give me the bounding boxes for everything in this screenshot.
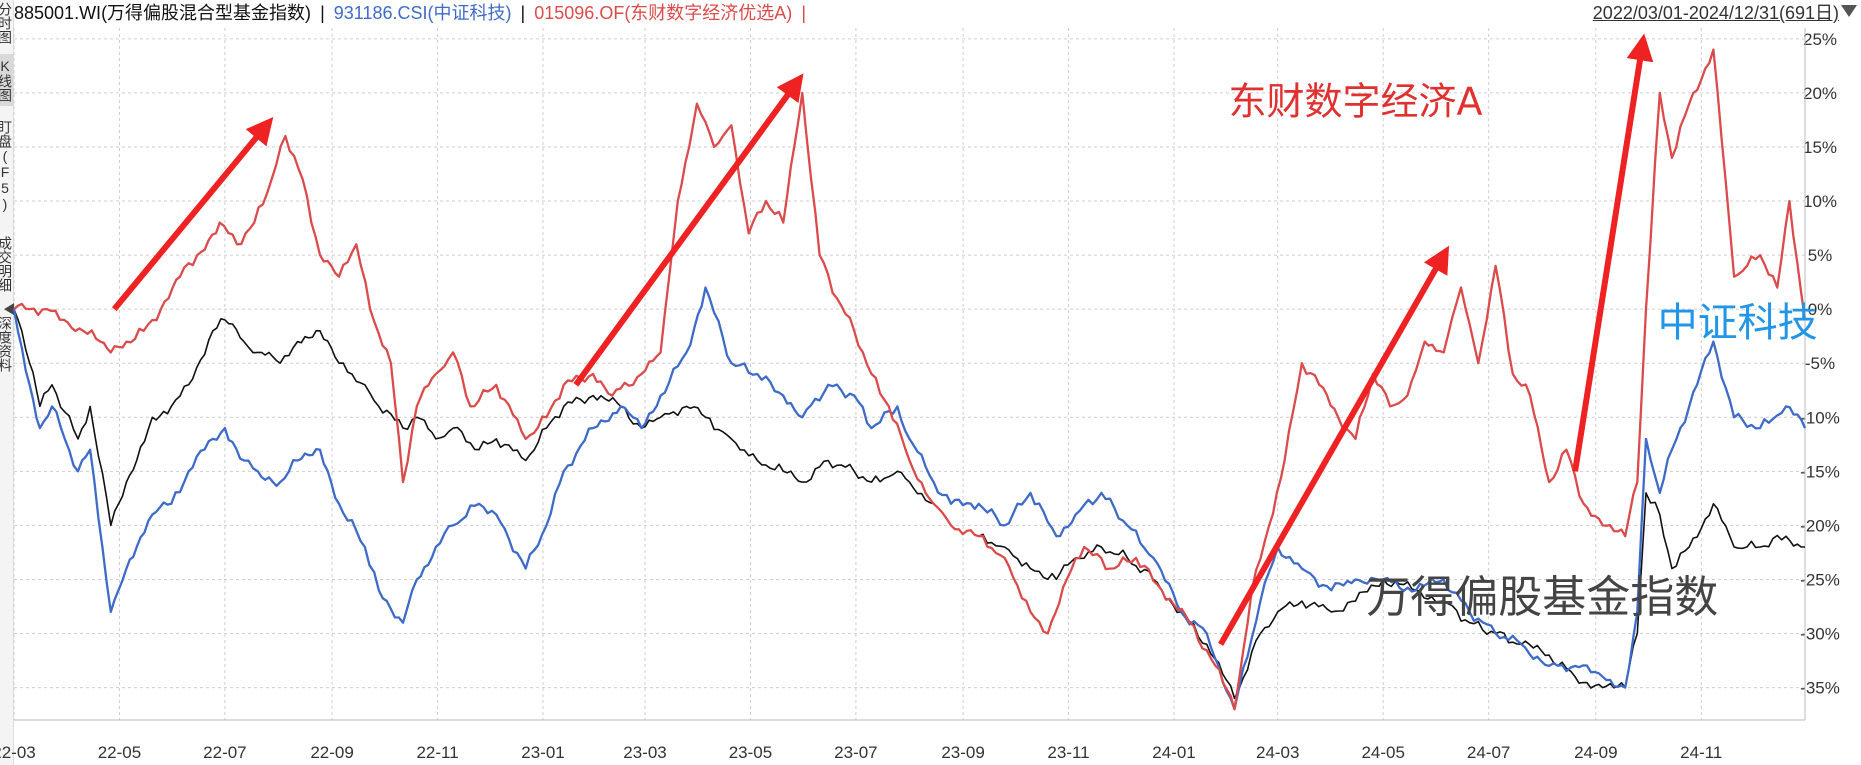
legend-separator: |	[320, 3, 325, 23]
x-tick-label: 23-07	[834, 743, 877, 762]
sidebar-tab-research[interactable]: 深度资料	[0, 308, 13, 380]
chevron-down-icon[interactable]	[1841, 5, 1857, 17]
legend-name: (中证科技)	[427, 3, 512, 23]
sidebar-tab-watch[interactable]: 盯盘(F5)	[0, 112, 13, 220]
x-tick-label: 22-05	[98, 743, 141, 762]
series-annotation: 中证科技	[1658, 300, 1818, 346]
x-tick-label: 23-11	[1047, 743, 1089, 762]
y-tick-label: -20%	[1800, 516, 1840, 535]
sidebar-tab-kline[interactable]: K线图	[0, 54, 13, 106]
legend-code: 931186.CSI	[333, 3, 428, 23]
legend-csi[interactable]: 931186.CSI(中证科技)	[334, 3, 512, 23]
y-tick-label: -35%	[1800, 679, 1840, 698]
y-tick-label: 5%	[1808, 246, 1833, 265]
y-tick-label: -30%	[1800, 625, 1840, 644]
trend-arrow	[1218, 245, 1450, 646]
y-tick-label: 20%	[1803, 84, 1837, 103]
legend-wind[interactable]: 885001.WI(万得偏股混合型基金指数)	[14, 3, 311, 23]
x-tick-label: 24-05	[1361, 743, 1404, 762]
y-tick-label: 15%	[1803, 138, 1837, 157]
y-tick-label: 10%	[1803, 192, 1837, 211]
x-tick-label: 23-05	[729, 743, 772, 762]
y-tick-label: -25%	[1800, 570, 1840, 589]
y-tick-label: 25%	[1803, 30, 1837, 49]
series-annotation: 东财数字经济A	[1229, 80, 1483, 124]
series-annotation: 万得偏股基金指数	[1366, 572, 1718, 623]
x-tick-label: 22-03	[0, 743, 36, 762]
trend-arrow	[111, 116, 274, 312]
date-range-selector[interactable]: 2022/03/01-2024/12/31(691日)	[1592, 3, 1839, 23]
sidebar-tab-label: 成交明细	[0, 236, 13, 292]
x-tick-label: 24-11	[1680, 743, 1722, 762]
x-tick-label: 22-09	[310, 743, 353, 762]
sidebar-tab-label: 盯盘(F5)	[0, 120, 13, 212]
series-line-fund	[13, 48, 1807, 711]
legend-code: 885001.WI	[14, 3, 102, 23]
x-tick-label: 24-03	[1256, 743, 1299, 762]
legend-name: (万得偏股混合型基金指数)	[101, 3, 312, 23]
origin-marker	[4, 303, 14, 316]
y-tick-label: -5%	[1805, 354, 1835, 373]
sidebar-tab-label: 分时图	[0, 2, 13, 44]
series-line-csi	[12, 286, 1807, 711]
legend-fund[interactable]: 015096.OF(东财数字经济优选A)	[534, 3, 792, 23]
legend-separator: |	[801, 3, 807, 23]
trend-arrow	[573, 73, 804, 387]
x-tick-label: 23-09	[941, 743, 984, 762]
sidebar-tab-label: 深度资料	[0, 316, 13, 372]
x-tick-label: 23-03	[623, 743, 666, 762]
x-tick-label: 23-01	[521, 743, 564, 762]
series-line-wind	[13, 308, 1805, 700]
legend-separator: |	[520, 3, 526, 23]
sidebar-tab-label: K线图	[0, 58, 13, 102]
y-tick-label: -15%	[1800, 462, 1840, 481]
legend-code: 015096.OF	[534, 3, 625, 23]
x-tick-label: 22-07	[203, 743, 246, 762]
y-tick-label: -10%	[1800, 408, 1840, 427]
trend-arrow	[1572, 33, 1654, 472]
sidebar-tab-timeshare[interactable]: 分时图	[0, 0, 13, 46]
x-tick-label: 22-11	[416, 743, 458, 762]
legend-name: (东财数字经济优选A)	[624, 3, 793, 23]
legend-bar: 885001.WI(万得偏股混合型基金指数) | 931186.CSI(中证科技…	[14, 0, 1861, 26]
sidebar-tab-trades[interactable]: 成交明细	[0, 228, 13, 300]
x-tick-label: 24-07	[1467, 743, 1510, 762]
x-tick-label: 24-09	[1574, 743, 1617, 762]
x-tick-label: 24-01	[1152, 743, 1195, 762]
y-tick-label: 0%	[1808, 300, 1833, 319]
